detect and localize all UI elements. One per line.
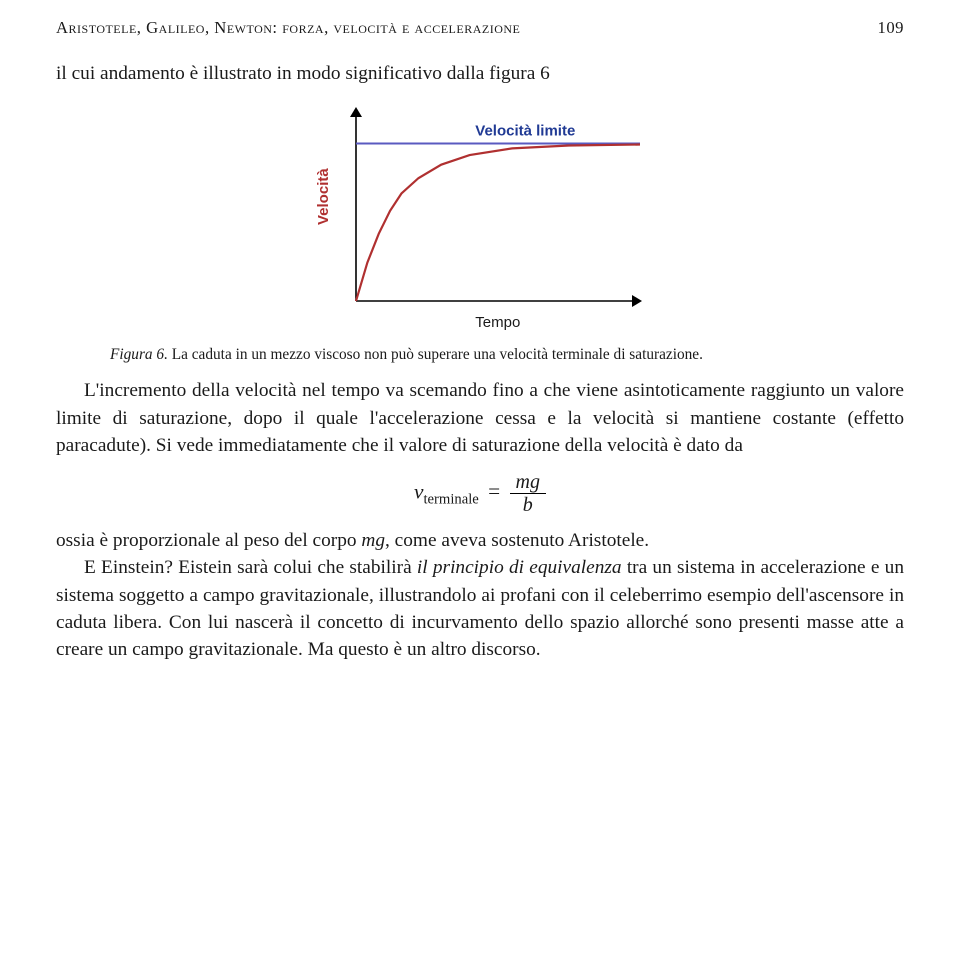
para3-em: il principio di equivalenza: [417, 557, 622, 578]
running-header: Aristotele, Galileo, Newton: forza, velo…: [56, 18, 904, 38]
paragraph-2: ossia è proporzionale al peso del corpo …: [56, 527, 904, 554]
formula: vterminale = mg b: [56, 472, 904, 515]
para3-pre: E Einstein? Eistein sarà colui che stabi…: [84, 557, 417, 578]
para2-em: mg: [361, 530, 385, 551]
page: Aristotele, Galileo, Newton: forza, velo…: [0, 0, 960, 969]
paragraph-1: L'incremento della velocità nel tempo va…: [56, 377, 904, 459]
fraction: mg b: [510, 472, 546, 515]
figure-label: Figura 6.: [110, 346, 168, 363]
fraction-numerator: mg: [510, 472, 546, 494]
intro-text: il cui andamento è illustrato in modo si…: [56, 60, 904, 87]
y-axis-label: Velocità: [315, 168, 332, 225]
figure-caption-text: La caduta in un mezzo viscoso non può su…: [168, 346, 703, 363]
equals-sign: =: [484, 479, 504, 503]
para2-pre: ossia è proporzionale al peso del corpo: [56, 530, 361, 551]
formula-lhs-sub: terminale: [423, 491, 478, 507]
paragraph-3: E Einstein? Eistein sarà colui che stabi…: [56, 554, 904, 664]
chart-container: Velocità Tempo Velocità limite: [56, 95, 904, 341]
page-number: 109: [878, 18, 904, 38]
velocity-chart: Velocità Tempo Velocità limite: [310, 95, 650, 335]
limit-label: Velocità limite: [475, 123, 575, 140]
running-title: Aristotele, Galileo, Newton: forza, velo…: [56, 18, 520, 38]
figure-caption: Figura 6. La caduta in un mezzo viscoso …: [110, 345, 850, 365]
fraction-denominator: b: [510, 494, 546, 515]
para2-post: , come aveva sostenuto Aristotele.: [385, 530, 649, 551]
x-axis-label: Tempo: [475, 314, 520, 331]
